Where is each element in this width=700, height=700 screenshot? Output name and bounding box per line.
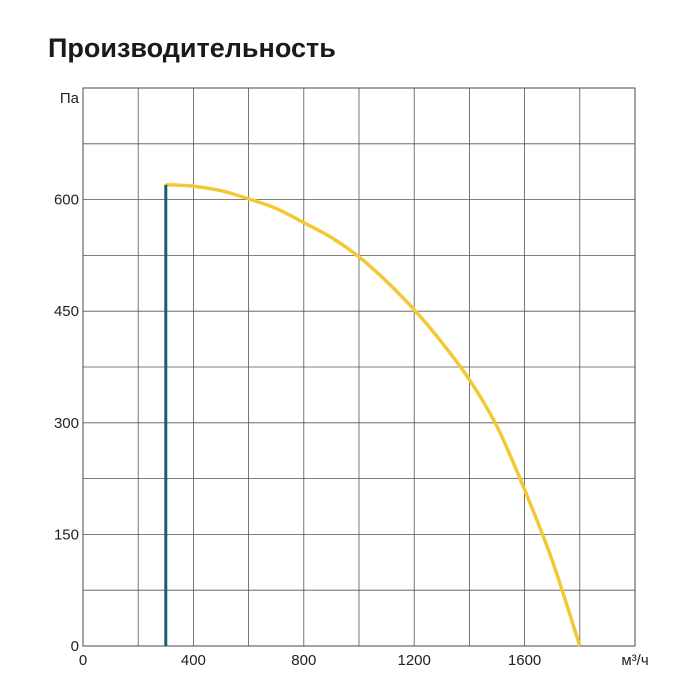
y-tick-label: 300	[54, 415, 79, 432]
chart-title: Производительность	[48, 33, 336, 63]
y-tick-label: 600	[54, 192, 79, 209]
x-tick-label: 1600	[508, 652, 541, 669]
x-tick-label: 800	[291, 652, 316, 669]
y-tick-label: 0	[71, 638, 79, 655]
series-group	[164, 182, 582, 647]
x-tick-label: 1200	[398, 652, 431, 669]
x-tick-label: 0	[79, 652, 87, 669]
y-axis-unit-label: Па	[60, 90, 80, 107]
plot-frame	[82, 87, 636, 647]
x-tick-label: 400	[181, 652, 206, 669]
x-axis-unit-label: м³/ч	[621, 652, 648, 669]
y-tick-label: 150	[54, 526, 79, 543]
performance-curve-line	[165, 182, 582, 647]
y-tick-label: 450	[54, 303, 79, 320]
x-tick-labels: 0 400 800 1200 1600	[79, 652, 541, 669]
y-tick-labels: 0 150 300 450 600	[54, 192, 79, 655]
